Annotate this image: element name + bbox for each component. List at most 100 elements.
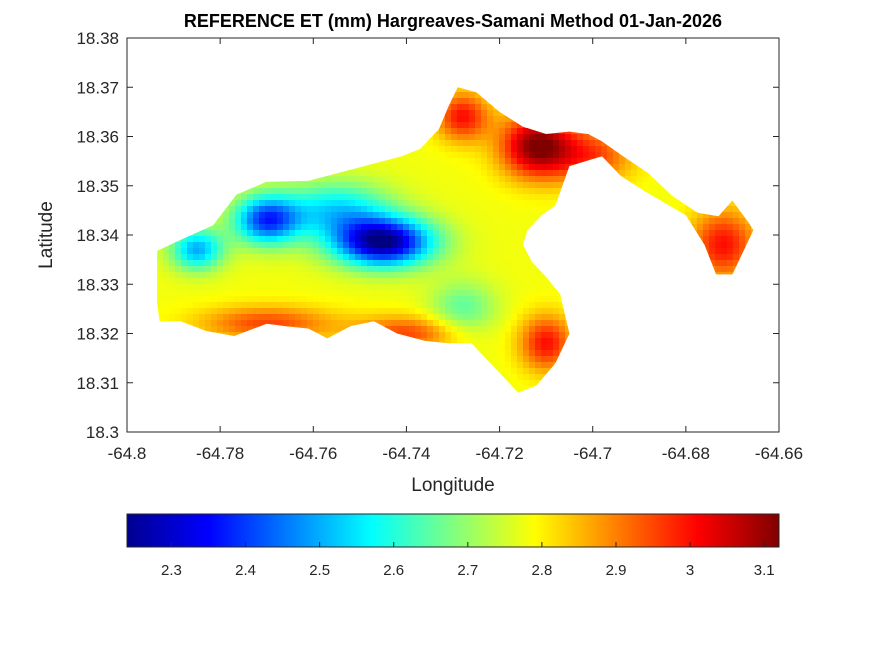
heatmap-cell [385,290,392,297]
heatmap-cell [289,308,296,315]
heatmap-cell [343,308,350,315]
heatmap-cell [739,248,746,255]
heatmap-cell [457,164,464,171]
heatmap-cell [469,242,476,249]
heatmap-cell [367,200,374,207]
heatmap-cell [241,260,248,267]
heatmap-cell [715,236,722,243]
heatmap-cell [439,296,446,303]
heatmap-cell [433,158,440,165]
heatmap-cell [403,302,410,309]
heatmap-cell [733,230,740,237]
heatmap-cell [361,272,368,279]
heatmap-cell [259,188,266,195]
heatmap-cell [421,152,428,159]
heatmap-cell [415,170,422,177]
heatmap-cell [469,212,476,219]
heatmap-cell [373,224,380,231]
heatmap-cell [385,194,392,201]
heatmap-cell [559,182,566,189]
heatmap-cell [475,266,482,273]
heatmap-cell [439,260,446,267]
heatmap-cell [511,152,518,159]
heatmap-cell [409,254,416,261]
heatmap-cell [469,200,476,207]
heatmap-cell [565,140,572,147]
heatmap-cell [457,284,464,291]
heatmap-cell [439,230,446,237]
heatmap-cell [493,254,500,261]
heatmap-cell [193,296,200,303]
heatmap-cell [181,242,188,249]
heatmap-cell [301,260,308,267]
heatmap-cell [205,248,212,255]
heatmap-cell [511,158,518,165]
heatmap-cell [463,200,470,207]
heatmap-cell [451,128,458,135]
heatmap-cell [277,272,284,279]
heatmap-cell [499,218,506,225]
heatmap-cell [505,284,512,291]
heatmap-cell [367,260,374,267]
heatmap-cell [247,254,254,261]
heatmap-cell [469,170,476,177]
heatmap-cell [631,164,638,171]
heatmap-cell [163,260,170,267]
heatmap-cell [307,278,314,285]
heatmap-cell [337,176,344,183]
heatmap-cell [391,158,398,165]
heatmap-cell [325,278,332,285]
heatmap-cell [553,308,560,315]
heatmap-cell [253,248,260,255]
heatmap-cell [487,290,494,297]
heatmap-cell [535,302,542,309]
heatmap-cell [319,278,326,285]
heatmap-cell [445,296,452,303]
heatmap-cell [451,236,458,243]
heatmap-cell [439,140,446,147]
heatmap-cell [583,140,590,147]
heatmap-cell [427,290,434,297]
heatmap-cell [463,116,470,123]
heatmap-cell [631,176,638,183]
heatmap-cell [559,308,566,315]
heatmap-cell [493,266,500,273]
heatmap-cell [337,302,344,309]
heatmap-cell [235,200,242,207]
heatmap-cell [529,200,536,207]
heatmap-cell [307,260,314,267]
heatmap-cell [445,242,452,249]
heatmap-cell [157,296,164,303]
heatmap-cell [199,284,206,291]
heatmap-cell [475,212,482,219]
heatmap-cell [283,200,290,207]
heatmap-cell [541,170,548,177]
heatmap-cell [391,254,398,261]
heatmap-cell [349,302,356,309]
heatmap-cell [487,140,494,147]
heatmap-cell [439,194,446,201]
heatmap-cell [673,206,680,213]
heatmap-cell [487,176,494,183]
heatmap-cell [499,272,506,279]
heatmap-cell [433,272,440,279]
heatmap-cell [493,296,500,303]
heatmap-cell [313,230,320,237]
heatmap-cell [313,254,320,261]
heatmap-cell [427,248,434,255]
heatmap-cell [397,218,404,225]
heatmap-cell [235,260,242,267]
heatmap-cell [499,224,506,231]
heatmap-cell [295,242,302,249]
heatmap-cell [487,170,494,177]
heatmap-cell [493,218,500,225]
heatmap-cell [403,242,410,249]
heatmap-cell [493,164,500,171]
heatmap-cell [475,110,482,117]
heatmap-cell [397,230,404,237]
heatmap-cell [535,182,542,189]
heatmap-cell [289,284,296,291]
heatmap-cell [193,230,200,237]
heatmap-cell [469,284,476,291]
heatmap-cell [361,218,368,225]
